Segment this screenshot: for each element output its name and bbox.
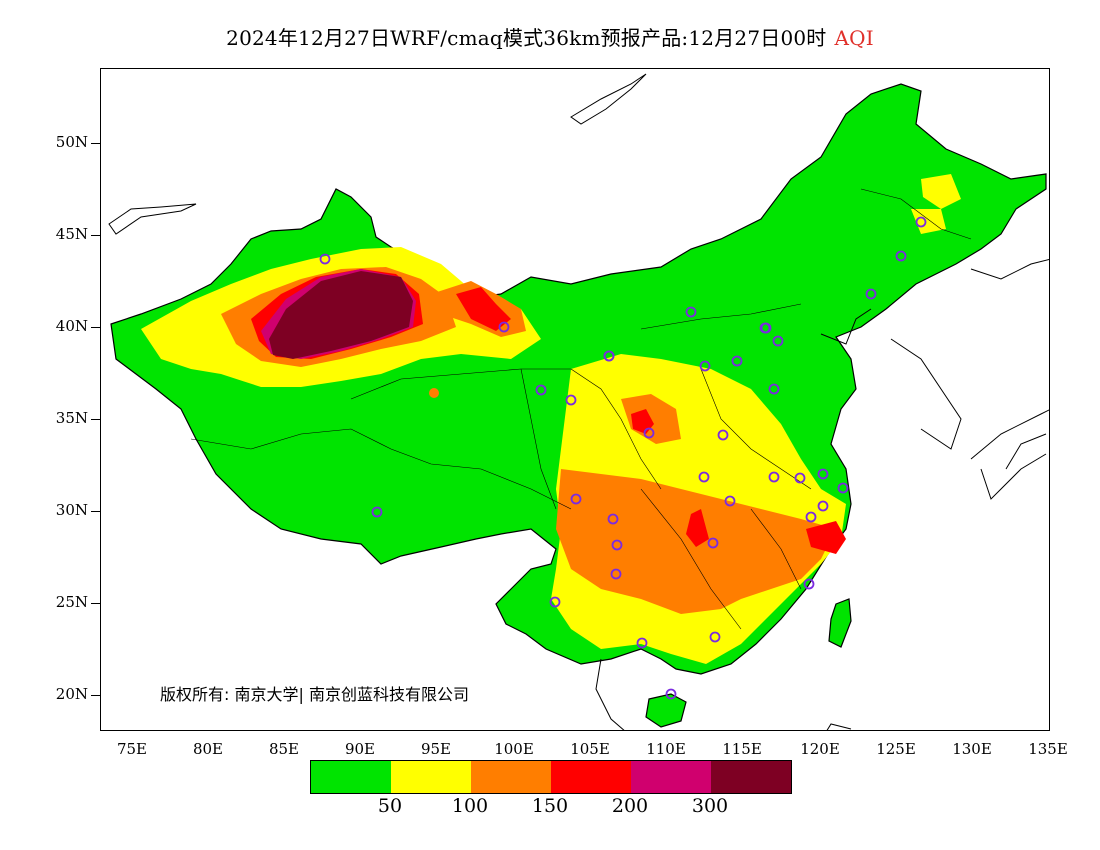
lat-tick bbox=[91, 419, 100, 420]
station-marker bbox=[611, 539, 623, 551]
lat-label-20n: 20N bbox=[55, 685, 88, 703]
station-marker bbox=[643, 427, 655, 439]
lat-tick bbox=[91, 143, 100, 144]
station-marker bbox=[535, 384, 547, 396]
lon-label-130e: 130E bbox=[952, 740, 992, 758]
station-marker bbox=[698, 471, 710, 483]
lat-tick bbox=[91, 695, 100, 696]
station-marker bbox=[731, 355, 743, 367]
station-marker bbox=[707, 537, 719, 549]
station-marker bbox=[717, 429, 729, 441]
lon-label-115e: 115E bbox=[722, 740, 762, 758]
station-marker bbox=[760, 322, 772, 334]
station-marker bbox=[772, 335, 784, 347]
station-marker bbox=[817, 500, 829, 512]
station-marker bbox=[549, 596, 561, 608]
lat-tick bbox=[91, 327, 100, 328]
red-zone-hexi bbox=[456, 287, 511, 331]
province-boundaries bbox=[190, 188, 972, 630]
legend-tick-50: 50 bbox=[377, 795, 403, 817]
legend-swatch bbox=[551, 761, 631, 793]
station-marker bbox=[607, 513, 619, 525]
orange-spot-tibet bbox=[429, 388, 439, 398]
yellow-zone-jilin bbox=[911, 209, 946, 234]
lat-label-45n: 45N bbox=[55, 225, 88, 243]
legend-tick-200: 200 bbox=[611, 795, 649, 817]
station-marker bbox=[565, 394, 577, 406]
foreign-coastlines bbox=[108, 73, 1049, 730]
legend-swatch bbox=[631, 761, 711, 793]
copyright-text: 版权所有: 南京大学| 南京创蓝科技有限公司 bbox=[160, 685, 469, 704]
legend-swatch bbox=[471, 761, 551, 793]
station-marker bbox=[865, 288, 877, 300]
lon-label-75e: 75E bbox=[116, 740, 148, 758]
lat-tick bbox=[91, 603, 100, 604]
station-marker bbox=[803, 578, 815, 590]
lat-tick bbox=[91, 235, 100, 236]
lon-label-125e: 125E bbox=[876, 740, 916, 758]
lon-label-110e: 110E bbox=[646, 740, 686, 758]
station-marker bbox=[685, 306, 697, 318]
lon-label-95e: 95E bbox=[420, 740, 452, 758]
hainan-island bbox=[645, 693, 687, 728]
legend-swatch bbox=[391, 761, 471, 793]
station-marker bbox=[805, 511, 817, 523]
station-marker bbox=[371, 506, 383, 518]
station-marker bbox=[636, 637, 648, 649]
lon-label-105e: 105E bbox=[570, 740, 610, 758]
legend-swatch bbox=[311, 761, 391, 793]
title-variable: AQI bbox=[834, 26, 874, 50]
station-marker bbox=[570, 493, 582, 505]
lon-label-90e: 90E bbox=[344, 740, 376, 758]
lat-label-25n: 25N bbox=[55, 593, 88, 611]
station-marker bbox=[768, 383, 780, 395]
station-marker bbox=[915, 216, 927, 228]
station-marker bbox=[709, 631, 721, 643]
lat-tick bbox=[91, 511, 100, 512]
map-frame bbox=[100, 68, 1050, 731]
station-marker bbox=[768, 471, 780, 483]
station-marker bbox=[319, 253, 331, 265]
station-marker bbox=[837, 482, 849, 494]
yellow-zone-heilongjiang bbox=[921, 174, 961, 209]
red-zone-hunan bbox=[686, 509, 709, 547]
station-marker bbox=[603, 350, 615, 362]
legend-tick-300: 300 bbox=[691, 795, 729, 817]
aqi-map bbox=[108, 73, 1049, 730]
lon-label-135e: 135E bbox=[1028, 740, 1068, 758]
color-legend bbox=[310, 760, 792, 794]
station-marker bbox=[724, 495, 736, 507]
maroon-zone-xinjiang bbox=[269, 271, 413, 359]
station-marker bbox=[610, 568, 622, 580]
station-marker bbox=[498, 321, 510, 333]
lat-label-40n: 40N bbox=[55, 317, 88, 335]
station-marker bbox=[699, 360, 711, 372]
red-zone-zhejiang bbox=[806, 521, 846, 554]
lat-label-30n: 30N bbox=[55, 501, 88, 519]
taiwan-island bbox=[828, 598, 852, 648]
station-marker bbox=[794, 472, 806, 484]
lon-label-100e: 100E bbox=[494, 740, 534, 758]
lon-label-120e: 120E bbox=[800, 740, 840, 758]
station-marker bbox=[895, 250, 907, 262]
legend-tick-100: 100 bbox=[451, 795, 489, 817]
station-marker bbox=[817, 468, 829, 480]
lat-label-35n: 35N bbox=[55, 409, 88, 427]
station-marker bbox=[665, 688, 677, 700]
legend-tick-150: 150 bbox=[531, 795, 569, 817]
map-title: 2024年12月27日WRF/cmaq模式36km预报产品:12月27日00时 A… bbox=[0, 22, 1100, 51]
legend-swatch bbox=[711, 761, 791, 793]
title-main: 2024年12月27日WRF/cmaq模式36km预报产品:12月27日00时 bbox=[226, 26, 827, 50]
lat-label-50n: 50N bbox=[55, 133, 88, 151]
lon-label-85e: 85E bbox=[268, 740, 300, 758]
lon-label-80e: 80E bbox=[192, 740, 224, 758]
